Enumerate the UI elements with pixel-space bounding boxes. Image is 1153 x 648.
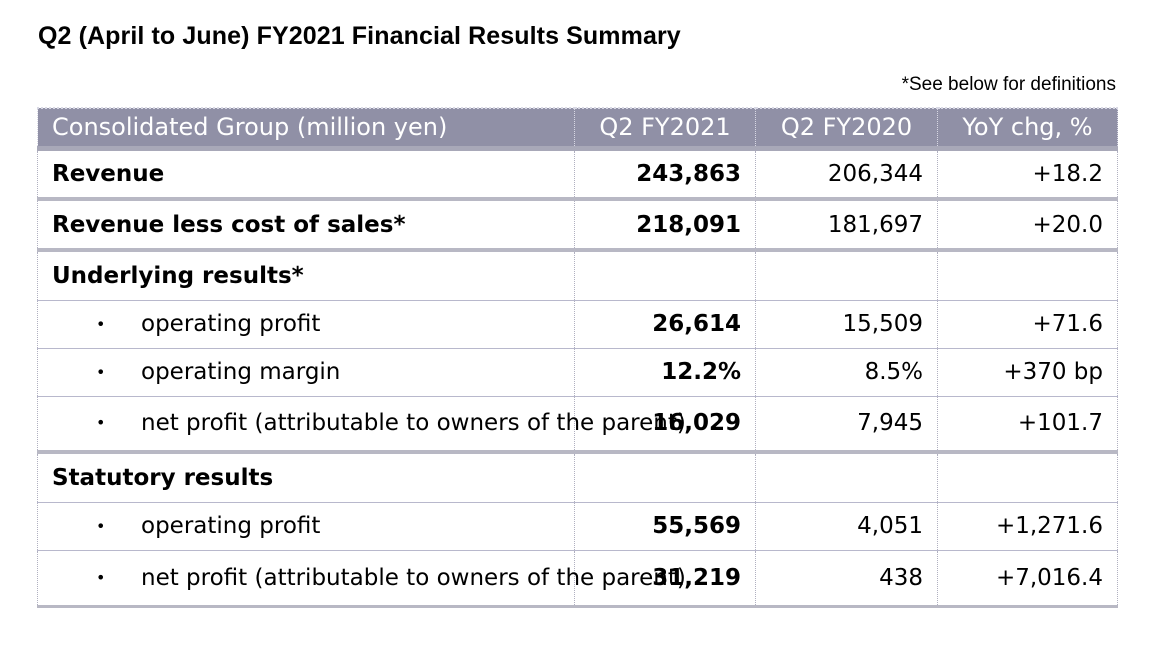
value-current: 55,569 (574, 501, 756, 550)
row-label: operating margin (141, 358, 341, 385)
value-current: 31,219 (574, 549, 756, 608)
bullet-icon: • (96, 516, 106, 536)
bullet-icon: • (96, 567, 106, 587)
value-previous: 438 (755, 549, 938, 608)
value-change (937, 248, 1118, 300)
table-row-statutory-operating-profit: • operating profit 55,569 4,051 +1,271.6 (37, 501, 1118, 550)
bullet-icon: • (96, 413, 106, 433)
column-header-previous: Q2 FY2020 (755, 107, 938, 148)
value-previous: 8.5% (755, 347, 938, 396)
section-label: Underlying results* (37, 248, 575, 300)
value-previous (755, 450, 938, 502)
value-previous: 206,344 (755, 145, 938, 199)
value-change (937, 450, 1118, 502)
row-label-cell: • operating profit (37, 299, 575, 348)
value-previous: 15,509 (755, 299, 938, 348)
value-change: +370 bp (937, 347, 1118, 396)
value-current: 16,029 (574, 395, 756, 452)
table-row-revenue-less-cost: Revenue less cost of sales* 218,091 181,… (37, 197, 1118, 250)
page-title: Q2 (April to June) FY2021 Financial Resu… (38, 22, 681, 50)
table-row-statutory-net-profit: • net profit (attributable to owners of … (37, 549, 1118, 608)
row-label: Revenue less cost of sales* (37, 197, 575, 250)
bullet-icon: • (96, 362, 106, 382)
value-change: +71.6 (937, 299, 1118, 348)
value-current: 26,614 (574, 299, 756, 348)
table-row-statutory-section: Statutory results (37, 450, 1118, 502)
value-previous: 7,945 (755, 395, 938, 452)
bullet-icon: • (96, 314, 106, 334)
value-previous: 4,051 (755, 501, 938, 550)
table-row-underlying-operating-profit: • operating profit 26,614 15,509 +71.6 (37, 299, 1118, 348)
value-previous (755, 248, 938, 300)
row-label: operating profit (141, 310, 321, 337)
row-label: operating profit (141, 512, 321, 539)
row-label-cell: • operating profit (37, 501, 575, 550)
value-change: +7,016.4 (937, 549, 1118, 608)
results-table: Consolidated Group (million yen) Q2 FY20… (37, 107, 1118, 608)
table-row-revenue: Revenue 243,863 206,344 +18.2 (37, 145, 1118, 199)
value-change: +101.7 (937, 395, 1118, 452)
column-header-change: YoY chg, % (937, 107, 1118, 148)
definitions-note: *See below for definitions (901, 74, 1116, 95)
value-change: +18.2 (937, 145, 1118, 199)
value-current: 243,863 (574, 145, 756, 199)
column-header-current: Q2 FY2021 (574, 107, 756, 148)
row-label: net profit (attributable to owners of th… (141, 410, 686, 437)
value-current: 12.2% (574, 347, 756, 396)
table-row-underlying-net-profit: • net profit (attributable to owners of … (37, 395, 1118, 452)
value-current (574, 248, 756, 300)
row-label-cell: • net profit (attributable to owners of … (37, 549, 686, 608)
header-row: Consolidated Group (million yen) Q2 FY20… (37, 107, 1118, 148)
value-previous: 181,697 (755, 197, 938, 250)
table-row-underlying-operating-margin: • operating margin 12.2% 8.5% +370 bp (37, 347, 1118, 396)
table-row-underlying-section: Underlying results* (37, 248, 1118, 300)
value-current (574, 450, 756, 502)
value-change: +1,271.6 (937, 501, 1118, 550)
row-label-cell: • net profit (attributable to owners of … (37, 395, 686, 452)
column-header-group: Consolidated Group (million yen) (37, 107, 575, 148)
row-label: net profit (attributable to owners of th… (141, 564, 686, 591)
section-label: Statutory results (37, 450, 575, 502)
row-label-cell: • operating margin (37, 347, 575, 396)
value-current: 218,091 (574, 197, 756, 250)
value-change: +20.0 (937, 197, 1118, 250)
row-label: Revenue (37, 145, 575, 199)
